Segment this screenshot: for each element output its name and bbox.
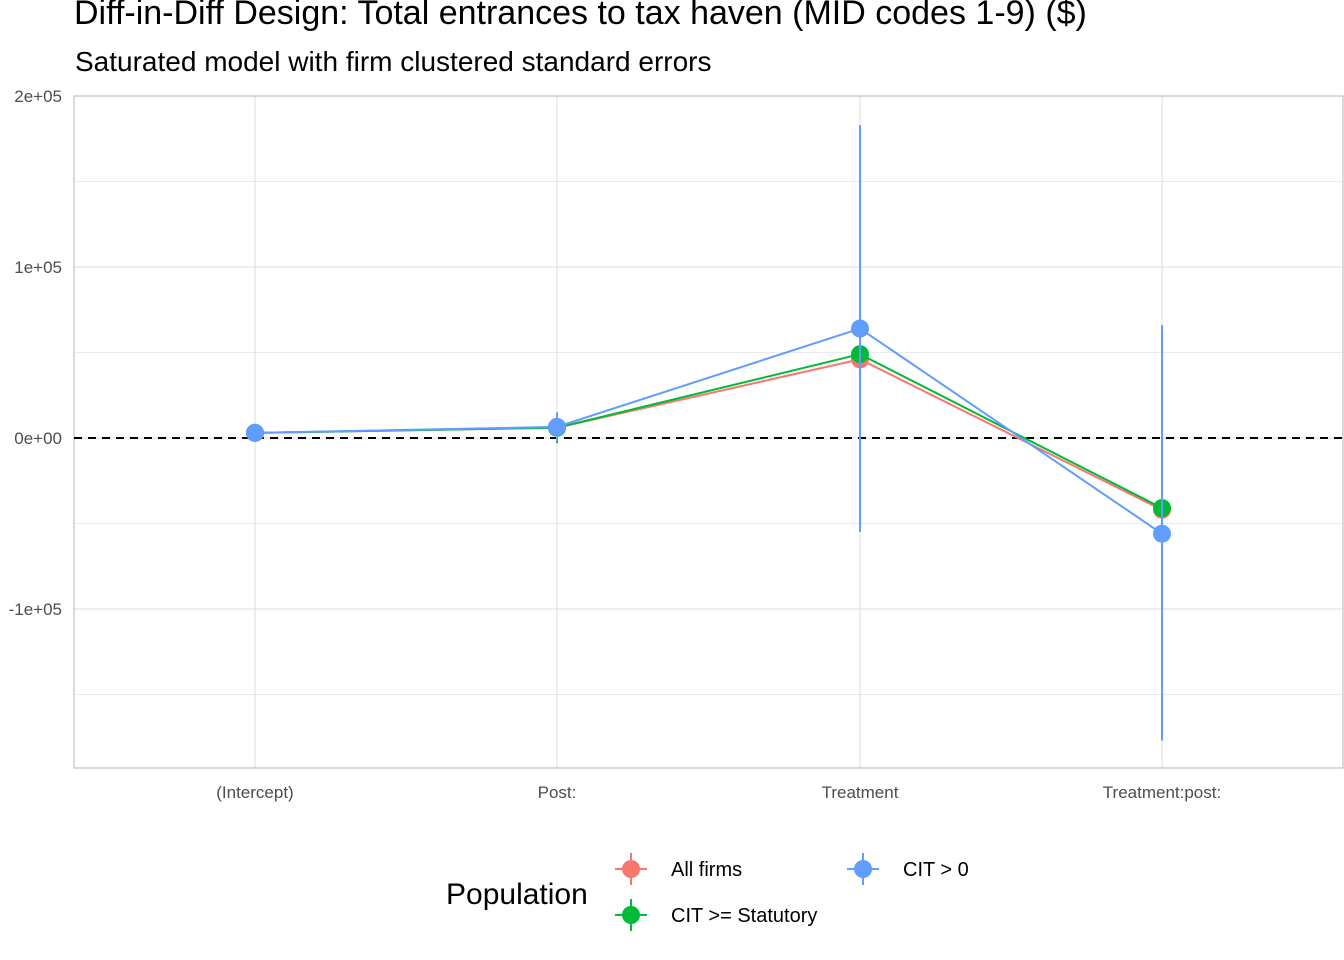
x-axis-ticks: (Intercept) Post: Treatment Treatment:post: bbox=[216, 783, 1221, 802]
data-point bbox=[246, 423, 264, 442]
legend-key-point bbox=[854, 860, 872, 878]
x-tick-label: (Intercept) bbox=[216, 783, 293, 802]
series-1 bbox=[246, 349, 1171, 519]
chart-subtitle: Saturated model with firm clustered stan… bbox=[75, 46, 712, 77]
series-3 bbox=[246, 125, 1171, 741]
x-tick-label: Treatment bbox=[822, 783, 899, 802]
series-layer bbox=[246, 125, 1171, 741]
x-tick-label: Post: bbox=[538, 783, 577, 802]
y-tick-label: -1e+05 bbox=[9, 600, 62, 619]
x-tick-label: Treatment:post: bbox=[1103, 783, 1221, 802]
legend: Population All firms CIT >= Statutory CIT … bbox=[446, 853, 969, 931]
panel-border bbox=[73, 95, 1344, 769]
y-tick-label: 0e+00 bbox=[14, 429, 62, 448]
legend-title: Population bbox=[446, 878, 588, 911]
legend-key-point bbox=[622, 860, 640, 878]
y-axis-ticks: -1e+05 0e+00 1e+05 2e+05 bbox=[9, 87, 62, 619]
legend-item: CIT >= Statutory bbox=[615, 899, 817, 931]
data-point bbox=[851, 319, 869, 338]
chart-title: Diff-in-Diff Design: Total entrances to … bbox=[74, 0, 1087, 32]
minor-gridlines bbox=[74, 180, 1343, 695]
legend-key-point bbox=[622, 906, 640, 924]
legend-item: All firms bbox=[615, 853, 742, 885]
data-point bbox=[548, 417, 566, 436]
data-point bbox=[1153, 524, 1171, 543]
legend-label: CIT >= Statutory bbox=[671, 905, 817, 927]
y-tick-label: 1e+05 bbox=[14, 258, 62, 277]
series-line bbox=[254, 358, 1163, 511]
legend-label: CIT > 0 bbox=[903, 859, 969, 881]
legend-label: All firms bbox=[671, 859, 742, 881]
y-tick-label: 2e+05 bbox=[14, 87, 62, 106]
legend-item: CIT > 0 bbox=[847, 853, 969, 885]
series-line bbox=[254, 327, 1163, 535]
